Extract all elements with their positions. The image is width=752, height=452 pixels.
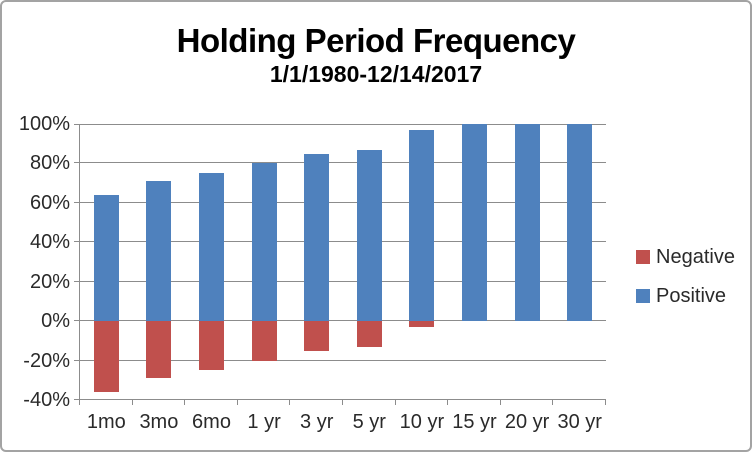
legend-label-negative: Negative [656, 246, 735, 268]
y-axis-label-100: 100% [18, 113, 70, 135]
y-axis-label-60: 60% [29, 191, 70, 214]
x-axis-tick-4 [289, 400, 290, 405]
bar-negative-1mo [93, 321, 119, 393]
y-axis-tick-100 [74, 124, 79, 125]
bar-positive-3mo [146, 181, 172, 322]
legend: Negative Positive [636, 245, 735, 323]
bar-negative-1yr [251, 321, 277, 361]
x-axis-tick-6 [395, 400, 396, 405]
gridline-40 [80, 241, 606, 242]
y-axis-tick-60 [74, 202, 79, 203]
bar-positive-10yr [409, 129, 435, 322]
legend-label-positive: Positive [656, 285, 727, 307]
bar-positive-15yr [462, 124, 487, 322]
bar-positive-1mo [93, 194, 119, 322]
y-axis-label--40: -40% [23, 389, 70, 411]
x-axis-tick-0 [79, 400, 80, 405]
bar-positive-1yr [251, 163, 277, 322]
bar-positive-6mo [199, 173, 224, 322]
y-axis-tick-80 [74, 162, 79, 163]
y-axis-tick--40 [74, 399, 79, 400]
bar-negative-3yr [304, 321, 330, 351]
gridline-0 [80, 320, 606, 321]
plot-area [74, 124, 606, 405]
bar-negative-6mo [199, 321, 224, 371]
chart-subtitle: 1/1/1980-12/14/2017 [269, 61, 483, 87]
chart-title: Holding Period Frequency [176, 22, 576, 59]
y-axis-tick-40 [74, 241, 79, 242]
y-axis-line [79, 124, 80, 400]
x-axis-label-20yr: 20 yr [504, 411, 550, 433]
bar-negative-10yr [409, 321, 435, 328]
x-axis-label-3mo: 3mo [139, 411, 179, 433]
gridline-80 [80, 162, 606, 163]
x-axis-label-3yr: 3 yr [300, 411, 334, 433]
bar-positive-3yr [304, 153, 330, 322]
positive-series-swatch-icon [636, 289, 650, 303]
x-axis-tick-3 [237, 400, 238, 405]
y-axis-label-40: 40% [29, 231, 70, 254]
negative-series-swatch-icon [636, 250, 650, 264]
x-axis-tick-9 [552, 400, 553, 405]
y-axis-tick--20 [74, 360, 79, 361]
gridline-20 [80, 281, 606, 282]
legend-item-positive: Positive [636, 284, 735, 308]
bar-positive-20yr [514, 124, 540, 322]
y-axis-label-20: 20% [29, 270, 70, 293]
x-axis-label-15yr: 15 yr [452, 411, 497, 433]
x-axis-tick-10 [605, 400, 606, 405]
x-axis-label-5yr: 5 yr [352, 411, 386, 433]
gridline--40 [80, 399, 606, 400]
y-axis-tick-20 [74, 281, 79, 282]
x-axis-tick-8 [500, 400, 501, 405]
y-axis-label-80: 80% [29, 152, 70, 175]
x-axis-label-1yr: 1 yr [247, 411, 281, 433]
x-axis-label-10yr: 10 yr [399, 411, 445, 433]
x-axis-label-1mo: 1mo [86, 411, 126, 433]
x-axis-tick-7 [447, 400, 448, 405]
y-axis-label--20: -20% [23, 349, 70, 372]
gridline-100 [80, 124, 606, 125]
bar-positive-30yr [567, 124, 593, 322]
bar-negative-5yr [356, 321, 382, 347]
bar-positive-5yr [356, 149, 382, 322]
legend-item-negative: Negative [636, 245, 735, 269]
x-axis-label-30yr: 30 yr [557, 411, 602, 433]
gridline-60 [80, 202, 606, 203]
y-axis-tick-0 [74, 320, 79, 321]
x-axis-label-6mo: 6mo [192, 411, 231, 433]
gridline--20 [80, 360, 606, 361]
x-axis-tick-1 [132, 400, 133, 405]
x-axis-tick-2 [184, 400, 185, 405]
y-axis-label-0: 0% [41, 310, 70, 333]
bar-negative-3mo [146, 321, 172, 379]
x-axis-tick-5 [342, 400, 343, 405]
